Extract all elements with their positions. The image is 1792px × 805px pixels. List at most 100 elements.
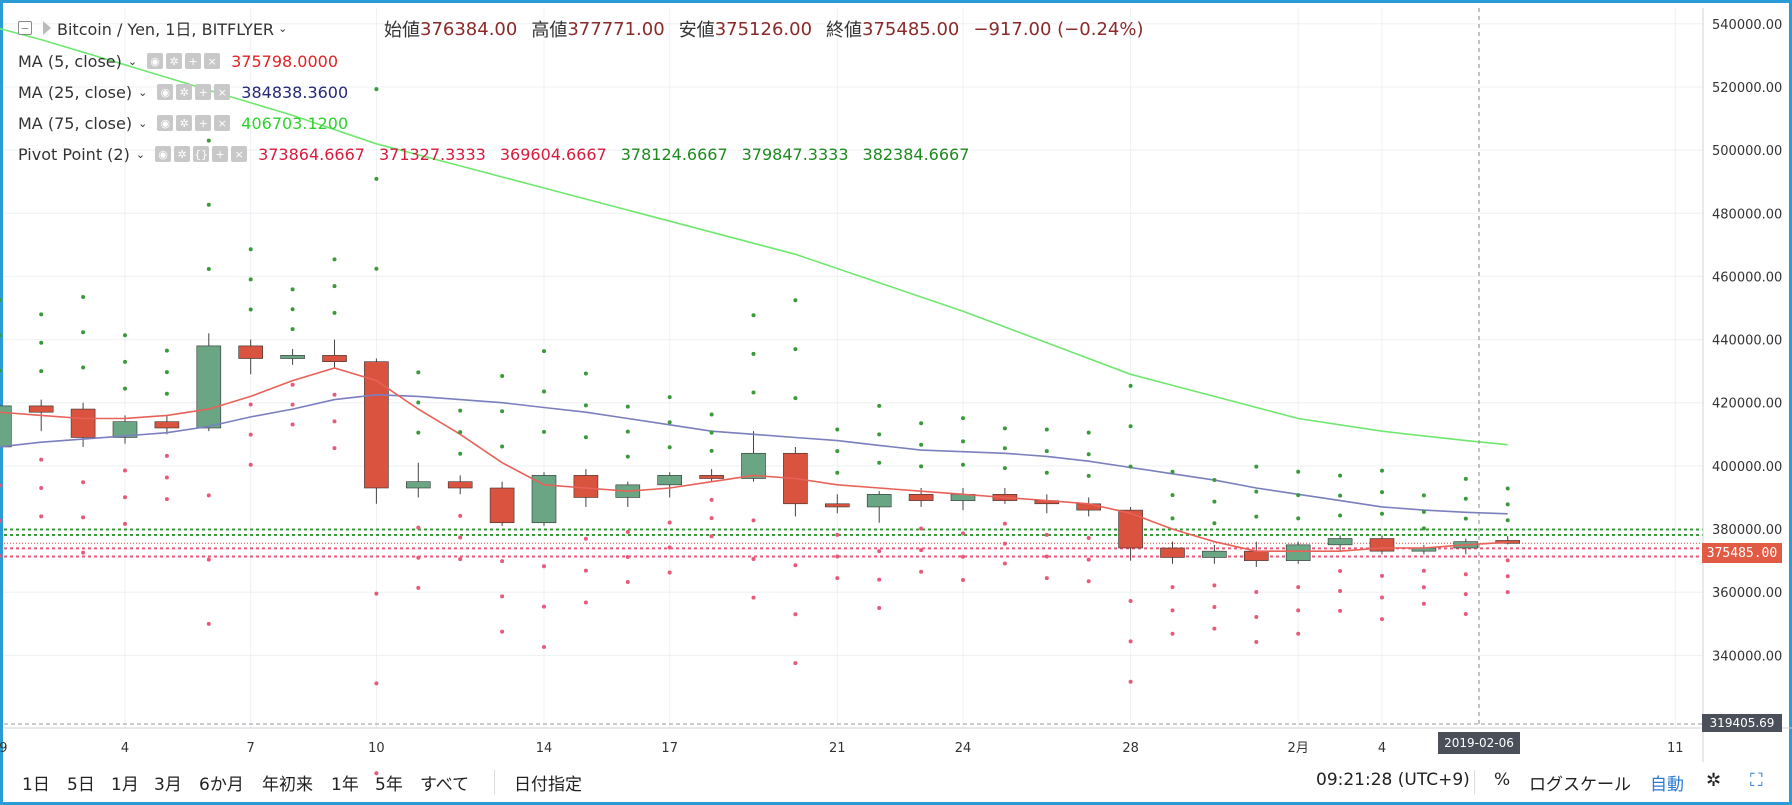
pivot-dot-resistance [1212,478,1217,483]
pivot-dot-resistance [1254,514,1259,519]
pivot-dot-resistance [1212,521,1217,526]
pivot-dot-resistance [1044,470,1049,475]
toolbar-divider [494,770,495,794]
pivot-dot-support [1170,608,1175,613]
eye-icon[interactable]: ◉ [155,146,172,162]
plus-icon[interactable]: + [195,115,212,131]
indicator-ma75[interactable]: MA (75, close) ⌄ ◉ ✲ + × 406703.1200 [18,111,362,135]
gear-icon[interactable]: ✲ [1706,770,1722,791]
pivot-dot-resistance [1421,526,1426,531]
eye-icon[interactable]: ◉ [157,84,174,100]
range-6m[interactable]: 6か月 [199,775,244,795]
indicator-label: MA (5, close) [18,51,122,71]
log-scale-toggle[interactable]: ログスケール [1529,775,1631,795]
pivot-dot-support [500,629,505,634]
pivot-dot-support [1380,595,1384,600]
range-5d[interactable]: 5日 [67,775,95,795]
eye-icon[interactable]: ◉ [157,115,174,131]
eye-icon[interactable]: ◉ [147,53,164,69]
gear-icon[interactable]: ✲ [176,84,193,100]
chevron-down-icon[interactable]: ⌄ [138,85,148,99]
braces-icon[interactable]: {} [193,146,210,162]
gear-icon[interactable]: ✲ [166,53,183,69]
pivot-dot-resistance [164,348,169,353]
range-5y[interactable]: 5年 [375,775,403,795]
pivot-dot-support [1421,601,1426,606]
range-1m[interactable]: 1月 [111,775,139,795]
pivot-dot-resistance [1505,486,1510,491]
auto-scale-toggle[interactable]: 自動 [1650,775,1684,795]
pivot-dot-resistance [1128,424,1133,429]
symbol-legend[interactable]: − Bitcoin / Yen, 1日, BITFLYER ⌄ [18,16,297,40]
pivot-dot-resistance [1170,493,1175,498]
pivot-dot-support [248,402,253,407]
axes: 340000.00 360000.00 380000.00 400000.00 4200… [0,8,1792,762]
range-3m[interactable]: 3月 [154,775,182,795]
plus-icon[interactable]: + [185,53,202,69]
chevron-down-icon[interactable]: ⌄ [278,21,288,35]
indicator-ma5[interactable]: MA (5, close) ⌄ ◉ ✲ + × 375798.0000 [18,49,352,73]
pivot-dot-support [1002,561,1007,566]
low-key: 安値 [678,20,715,41]
ma25-line [0,393,1508,515]
percent-toggle[interactable]: % [1494,770,1511,790]
pivot-dot-support [248,462,253,467]
pivot-dot-resistance [835,470,840,475]
pivot-dot-support [1505,590,1510,595]
x-tick-label: 28 [1122,741,1139,756]
indicator-label: MA (75, close) [18,113,133,133]
pivot-dot-resistance [206,202,211,207]
plus-icon[interactable]: + [212,146,229,162]
fullscreen-icon[interactable]: ⛶ [1750,770,1763,791]
date-range-button[interactable]: 日付指定 [514,775,582,795]
range-1d[interactable]: 1日 [22,775,50,795]
pivot-dot-support [835,576,840,581]
pivot-dot-support [1086,557,1091,562]
pivot-dot-support [1002,521,1007,526]
pivot-dot-support [667,570,672,575]
pivot-dot-resistance [1338,493,1343,498]
pivot-dot-support [1505,558,1510,563]
pivot-dot-resistance [583,403,588,408]
chevron-down-icon[interactable]: ⌄ [138,116,148,130]
chevron-down-icon[interactable]: ⌄ [127,54,138,68]
range-ytd[interactable]: 年初来 [262,775,313,795]
range-1y[interactable]: 1年 [331,775,359,795]
symbol-title: Bitcoin / Yen, 1日, BITFLYER [57,20,275,39]
pivot-dot-resistance [248,247,253,252]
plus-icon[interactable]: + [195,84,212,100]
pivot-dot-support [751,556,756,561]
pivot-dot-support [1128,598,1133,603]
pivot-dot-resistance [625,404,630,409]
gear-icon[interactable]: ✲ [174,146,191,162]
collapse-icon[interactable]: − [18,21,32,35]
gear-icon[interactable]: ✲ [176,115,193,131]
ma5-line [0,367,1508,553]
x-tick-label: 21 [829,741,846,756]
low-value: 375126.00 [714,18,813,40]
indicator-ma25[interactable]: MA (25, close) ⌄ ◉ ✲ + × 384838.3600 [18,80,362,104]
pivot-dot-resistance [1254,489,1259,494]
chevron-down-icon[interactable]: ⌄ [135,147,146,161]
pivot-dot-support [1044,554,1049,559]
pivot-dot-support [542,564,546,569]
close-icon[interactable]: × [204,53,221,69]
pivot-dot-support [374,591,379,596]
pivot-dot-resistance [751,313,756,318]
pivot-lines [4,528,1703,558]
close-icon[interactable]: × [231,146,248,162]
pivot-dot-resistance [877,460,882,465]
close-icon[interactable]: × [214,84,231,100]
close-icon[interactable]: × [214,115,231,131]
indicator-pivot-point[interactable]: Pivot Point (2) ⌄ ◉ ✲ {} + × 373864.6667… [18,142,983,166]
y-tick-label: 540000.00 [1712,18,1782,33]
pivot-dot-support [206,493,211,498]
pivot-dot-resistance [1380,490,1384,495]
range-all[interactable]: すべて [420,775,470,795]
candle-body [0,405,12,448]
pivot-dot-resistance [458,408,463,413]
candle-body [154,421,180,429]
bottom-toolbar: 1日 5日 1月 3月 6か月 年初来 1年 5年 すべて 日付指定 09:21… [0,762,1792,802]
pivot-dot-resistance [39,340,44,345]
